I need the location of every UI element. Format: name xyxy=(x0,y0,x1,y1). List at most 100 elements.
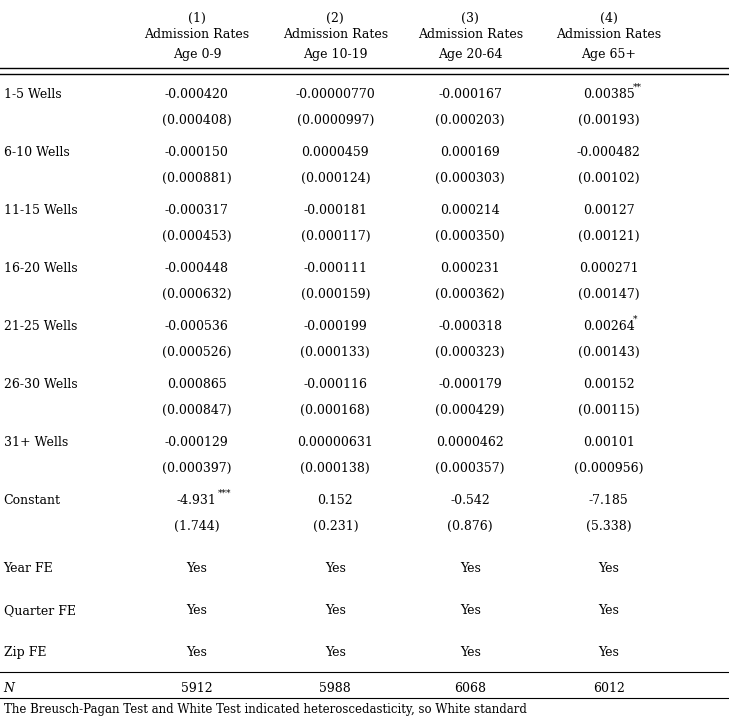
Text: (0.000362): (0.000362) xyxy=(435,288,505,301)
Text: (1): (1) xyxy=(188,12,206,25)
Text: 0.00264: 0.00264 xyxy=(583,320,634,333)
Text: (0.00121): (0.00121) xyxy=(578,230,639,243)
Text: -7.185: -7.185 xyxy=(589,494,628,507)
Text: (0.0000997): (0.0000997) xyxy=(297,114,374,127)
Text: Yes: Yes xyxy=(325,646,346,659)
Text: 0.00127: 0.00127 xyxy=(583,204,634,217)
Text: Admission Rates: Admission Rates xyxy=(556,28,661,41)
Text: -0.000420: -0.000420 xyxy=(165,88,229,101)
Text: (3): (3) xyxy=(461,12,479,25)
Text: Constant: Constant xyxy=(4,494,61,507)
Text: 11-15 Wells: 11-15 Wells xyxy=(4,204,77,217)
Text: (0.00193): (0.00193) xyxy=(578,114,639,127)
Text: (0.000124): (0.000124) xyxy=(300,172,370,185)
Text: (0.00147): (0.00147) xyxy=(578,288,639,301)
Text: -0.000536: -0.000536 xyxy=(165,320,229,333)
Text: The Breusch-Pagan Test and White Test indicated heteroscedasticity, so White sta: The Breusch-Pagan Test and White Test in… xyxy=(4,703,526,716)
Text: (0.000881): (0.000881) xyxy=(162,172,232,185)
Text: -0.000318: -0.000318 xyxy=(438,320,502,333)
Text: (0.000159): (0.000159) xyxy=(300,288,370,301)
Text: 26-30 Wells: 26-30 Wells xyxy=(4,378,77,391)
Text: (5.338): (5.338) xyxy=(586,520,631,533)
Text: (0.000408): (0.000408) xyxy=(162,114,232,127)
Text: 6012: 6012 xyxy=(593,682,625,695)
Text: 6068: 6068 xyxy=(454,682,486,695)
Text: Yes: Yes xyxy=(187,562,207,575)
Text: **: ** xyxy=(633,83,642,92)
Text: Age 0-9: Age 0-9 xyxy=(173,48,221,61)
Text: (0.000526): (0.000526) xyxy=(162,346,232,359)
Text: (0.000956): (0.000956) xyxy=(574,462,644,475)
Text: (0.000323): (0.000323) xyxy=(435,346,505,359)
Text: 0.00101: 0.00101 xyxy=(582,436,635,449)
Text: (0.000350): (0.000350) xyxy=(435,230,505,243)
Text: -0.000116: -0.000116 xyxy=(303,378,367,391)
Text: Yes: Yes xyxy=(599,604,619,617)
Text: 1-5 Wells: 1-5 Wells xyxy=(4,88,61,101)
Text: -0.000129: -0.000129 xyxy=(165,436,229,449)
Text: 0.00152: 0.00152 xyxy=(583,378,634,391)
Text: (0.000397): (0.000397) xyxy=(162,462,232,475)
Text: Yes: Yes xyxy=(325,562,346,575)
Text: -0.00000770: -0.00000770 xyxy=(295,88,375,101)
Text: (1.744): (1.744) xyxy=(174,520,219,533)
Text: Yes: Yes xyxy=(460,604,480,617)
Text: ***: *** xyxy=(217,489,231,498)
Text: -0.000179: -0.000179 xyxy=(438,378,502,391)
Text: Quarter FE: Quarter FE xyxy=(4,604,76,617)
Text: (0.000847): (0.000847) xyxy=(162,404,232,417)
Text: Yes: Yes xyxy=(460,646,480,659)
Text: -0.000111: -0.000111 xyxy=(303,262,367,275)
Text: (0.000357): (0.000357) xyxy=(435,462,505,475)
Text: *: * xyxy=(633,315,637,324)
Text: (0.231): (0.231) xyxy=(313,520,358,533)
Text: Yes: Yes xyxy=(599,562,619,575)
Text: Yes: Yes xyxy=(325,604,346,617)
Text: -0.000181: -0.000181 xyxy=(303,204,367,217)
Text: Year FE: Year FE xyxy=(4,562,53,575)
Text: (0.000632): (0.000632) xyxy=(162,288,232,301)
Text: Age 20-64: Age 20-64 xyxy=(438,48,502,61)
Text: -0.000317: -0.000317 xyxy=(165,204,229,217)
Text: 0.00000631: 0.00000631 xyxy=(297,436,373,449)
Text: Admission Rates: Admission Rates xyxy=(418,28,523,41)
Text: 5912: 5912 xyxy=(181,682,213,695)
Text: 0.0000462: 0.0000462 xyxy=(437,436,504,449)
Text: (0.000117): (0.000117) xyxy=(300,230,370,243)
Text: (0.000138): (0.000138) xyxy=(300,462,370,475)
Text: 31+ Wells: 31+ Wells xyxy=(4,436,68,449)
Text: 0.000865: 0.000865 xyxy=(167,378,227,391)
Text: Admission Rates: Admission Rates xyxy=(144,28,249,41)
Text: (0.876): (0.876) xyxy=(448,520,493,533)
Text: (0.000203): (0.000203) xyxy=(435,114,505,127)
Text: -0.000482: -0.000482 xyxy=(577,146,641,159)
Text: (2): (2) xyxy=(327,12,344,25)
Text: Admission Rates: Admission Rates xyxy=(283,28,388,41)
Text: 0.000214: 0.000214 xyxy=(440,204,500,217)
Text: -0.000199: -0.000199 xyxy=(303,320,367,333)
Text: Yes: Yes xyxy=(187,646,207,659)
Text: N: N xyxy=(4,682,15,695)
Text: Yes: Yes xyxy=(460,562,480,575)
Text: 0.152: 0.152 xyxy=(318,494,353,507)
Text: -0.542: -0.542 xyxy=(451,494,490,507)
Text: 5988: 5988 xyxy=(319,682,351,695)
Text: 21-25 Wells: 21-25 Wells xyxy=(4,320,77,333)
Text: 0.0000459: 0.0000459 xyxy=(302,146,369,159)
Text: Yes: Yes xyxy=(599,646,619,659)
Text: -0.000150: -0.000150 xyxy=(165,146,229,159)
Text: (4): (4) xyxy=(600,12,617,25)
Text: (0.00115): (0.00115) xyxy=(578,404,639,417)
Text: Age 65+: Age 65+ xyxy=(581,48,636,61)
Text: -4.931: -4.931 xyxy=(177,494,217,507)
Text: (0.000453): (0.000453) xyxy=(162,230,232,243)
Text: Yes: Yes xyxy=(187,604,207,617)
Text: Zip FE: Zip FE xyxy=(4,646,46,659)
Text: 0.000231: 0.000231 xyxy=(440,262,500,275)
Text: -0.000167: -0.000167 xyxy=(438,88,502,101)
Text: (0.000133): (0.000133) xyxy=(300,346,370,359)
Text: (0.00102): (0.00102) xyxy=(578,172,639,185)
Text: 0.00385: 0.00385 xyxy=(583,88,634,101)
Text: 0.000271: 0.000271 xyxy=(579,262,639,275)
Text: -0.000448: -0.000448 xyxy=(165,262,229,275)
